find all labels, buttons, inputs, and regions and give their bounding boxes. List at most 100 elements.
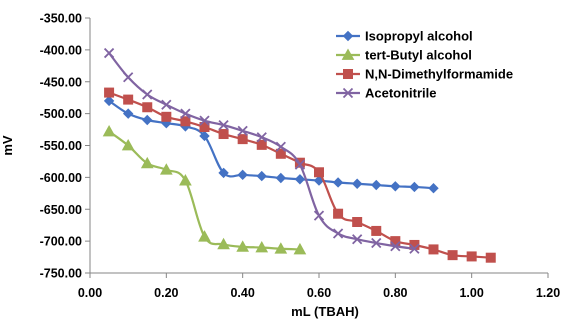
- y-tick-label: -550.00: [40, 139, 82, 153]
- series-isopropyl-alcohol: [103, 95, 439, 194]
- data-point-isopropyl-alcohol: [256, 170, 267, 182]
- data-point-n-n-dimethylformamide: [199, 122, 210, 133]
- data-point-acetonitrile: [103, 47, 115, 59]
- x-tick-label: 0.20: [154, 286, 178, 300]
- data-point-tert-butyl-alcohol: [236, 240, 250, 252]
- data-point-acetonitrile: [332, 228, 344, 239]
- legend-marker-tert-butyl-alcohol: [341, 48, 355, 60]
- axes: -350.00 -400.00 -450.00 -500.00 -550.00 -600.…: [40, 12, 561, 301]
- legend-label-n-n-dimethylformamide: N,N-Dimethylformamide: [365, 67, 513, 82]
- series-acetonitrile: [103, 47, 420, 254]
- data-point-n-n-dimethylformamide: [333, 208, 344, 219]
- data-point-n-n-dimethylformamide: [352, 217, 363, 227]
- data-point-acetonitrile: [199, 115, 210, 126]
- data-point-n-n-dimethylformamide: [142, 102, 153, 113]
- data-point-n-n-dimethylformamide: [104, 87, 115, 98]
- data-point-tert-butyl-alcohol: [102, 124, 116, 137]
- data-point-tert-butyl-alcohol: [179, 174, 192, 186]
- data-point-isopropyl-alcohol: [142, 114, 153, 126]
- data-point-acetonitrile: [294, 159, 306, 170]
- y-tick-label: -700.00: [40, 235, 82, 249]
- data-point-acetonitrile: [313, 210, 325, 221]
- y-tick-label: -750.00: [40, 267, 82, 281]
- x-tick-label: 0.80: [383, 286, 407, 300]
- data-point-tert-butyl-alcohol: [217, 237, 230, 250]
- data-point-acetonitrile: [237, 125, 248, 136]
- legend: Isopropyl alcohol tert-Butyl alcohol N,N-D…: [336, 29, 513, 101]
- y-tick-label: -500.00: [40, 107, 82, 121]
- data-point-n-n-dimethylformamide: [218, 129, 229, 140]
- data-point-acetonitrile: [275, 141, 286, 152]
- data-point-acetonitrile: [409, 243, 420, 254]
- x-tick-label: 0.40: [230, 286, 254, 300]
- data-point-acetonitrile: [371, 237, 382, 249]
- data-point-n-n-dimethylformamide: [314, 167, 324, 178]
- data-point-isopropyl-alcohol: [275, 172, 287, 184]
- x-tick-label: 0.00: [78, 286, 102, 300]
- data-point-isopropyl-alcohol: [294, 174, 306, 185]
- data-point-n-n-dimethylformamide: [256, 139, 267, 150]
- y-tick-label: -350.00: [40, 12, 82, 26]
- data-point-isopropyl-alcohol: [428, 183, 439, 194]
- data-point-n-n-dimethylformamide: [428, 244, 439, 255]
- data-point-acetonitrile: [142, 89, 153, 100]
- legend-item-acetonitrile: Acetonitrile: [336, 86, 437, 101]
- data-point-acetonitrile: [180, 108, 191, 119]
- series-group: [102, 47, 496, 263]
- legend-label-isopropyl-alcohol: Isopropyl alcohol: [365, 29, 473, 44]
- y-tick-label: -450.00: [40, 75, 82, 89]
- data-point-tert-butyl-alcohol: [274, 242, 288, 254]
- data-point-isopropyl-alcohol: [122, 108, 134, 119]
- legend-marker-acetonitrile: [342, 87, 354, 99]
- data-point-tert-butyl-alcohol: [198, 230, 211, 242]
- legend-item-n-n-dimethylformamide: N,N-Dimethylformamide: [336, 67, 513, 82]
- data-point-n-n-dimethylformamide: [237, 134, 248, 145]
- data-point-n-n-dimethylformamide: [466, 251, 477, 262]
- x-tick-label: 0.60: [307, 286, 331, 300]
- data-point-isopropyl-alcohol: [371, 179, 382, 191]
- data-point-tert-butyl-alcohol: [293, 242, 307, 255]
- legend-label-tert-butyl-alcohol: tert-Butyl alcohol: [365, 48, 472, 63]
- data-point-n-n-dimethylformamide: [485, 252, 496, 263]
- data-point-n-n-dimethylformamide: [371, 225, 382, 236]
- data-point-tert-butyl-alcohol: [255, 240, 269, 253]
- data-point-n-n-dimethylformamide: [447, 250, 458, 261]
- data-point-tert-butyl-alcohol: [159, 163, 173, 175]
- series-tert-butyl-alcohol: [102, 124, 307, 255]
- data-point-isopropyl-alcohol: [199, 130, 210, 142]
- data-point-tert-butyl-alcohol: [140, 156, 154, 169]
- data-point-acetonitrile: [218, 119, 229, 131]
- data-point-isopropyl-alcohol: [332, 177, 344, 188]
- y-axis-title: mV: [0, 135, 15, 156]
- data-point-acetonitrile: [352, 234, 363, 245]
- data-point-acetonitrile: [161, 99, 172, 110]
- legend-item-isopropyl-alcohol: Isopropyl alcohol: [336, 29, 473, 44]
- data-point-n-n-dimethylformamide: [180, 116, 191, 127]
- legend-marker-isopropyl-alcohol: [342, 30, 354, 42]
- series-line-acetonitrile: [108, 52, 415, 250]
- legend-marker-n-n-dimethylformamide: [343, 69, 353, 79]
- data-point-n-n-dimethylformamide: [123, 94, 134, 105]
- data-point-isopropyl-alcohol: [237, 169, 248, 181]
- y-tick-label: -650.00: [40, 203, 82, 217]
- x-axis-title: mL (TBAH): [291, 304, 359, 319]
- data-point-n-n-dimethylformamide: [275, 148, 286, 159]
- x-tick-label: 1.20: [536, 286, 560, 300]
- x-tick-label: 1.00: [459, 286, 483, 300]
- legend-item-tert-butyl-alcohol: tert-Butyl alcohol: [336, 48, 472, 63]
- data-point-isopropyl-alcohol: [218, 167, 229, 179]
- data-point-tert-butyl-alcohol: [121, 138, 135, 151]
- y-tick-label: -600.00: [40, 171, 82, 185]
- data-point-n-n-dimethylformamide: [161, 111, 172, 122]
- data-point-isopropyl-alcohol: [103, 95, 115, 107]
- data-point-acetonitrile: [256, 132, 267, 143]
- legend-label-acetonitrile: Acetonitrile: [365, 86, 437, 101]
- data-point-acetonitrile: [123, 72, 134, 83]
- data-point-acetonitrile: [390, 241, 401, 252]
- data-point-isopropyl-alcohol: [390, 181, 401, 192]
- y-tick-label: -400.00: [40, 43, 82, 57]
- data-point-isopropyl-alcohol: [351, 178, 363, 189]
- data-point-isopropyl-alcohol: [409, 181, 420, 193]
